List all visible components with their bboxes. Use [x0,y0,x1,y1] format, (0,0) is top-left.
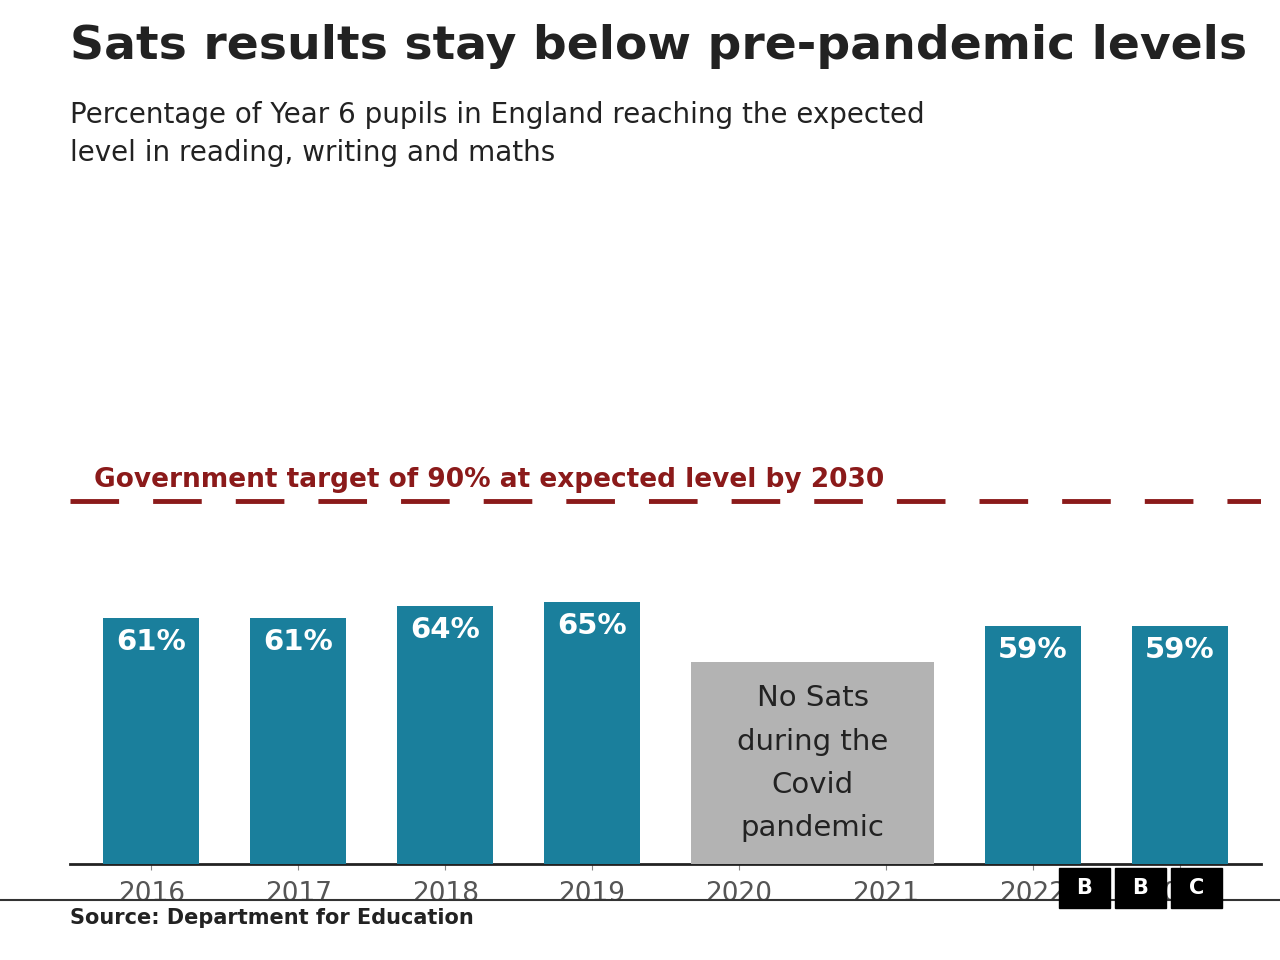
Bar [544,602,640,864]
Bar [104,618,198,864]
Text: Sats results stay below pre-pandemic levels: Sats results stay below pre-pandemic lev… [70,24,1248,69]
Bar [397,606,493,864]
Text: Government target of 90% at expected level by 2030: Government target of 90% at expected lev… [95,468,884,493]
Text: B: B [1133,878,1148,898]
Bar [251,618,346,864]
Text: Source: Department for Education: Source: Department for Education [70,908,474,928]
Bar [986,626,1080,864]
Text: No Sats
during the
Covid
pandemic: No Sats during the Covid pandemic [737,684,888,842]
Bar [1133,626,1228,864]
Bar [691,662,934,864]
Text: 59%: 59% [1146,636,1215,664]
Text: B: B [1076,878,1092,898]
Text: 61%: 61% [264,628,333,656]
Text: 61%: 61% [116,628,186,656]
Text: 65%: 65% [557,612,627,640]
Text: 59%: 59% [998,636,1068,664]
Text: 64%: 64% [411,616,480,644]
Text: C: C [1189,878,1204,898]
Text: Percentage of Year 6 pupils in England reaching the expected
level in reading, w: Percentage of Year 6 pupils in England r… [70,101,925,167]
